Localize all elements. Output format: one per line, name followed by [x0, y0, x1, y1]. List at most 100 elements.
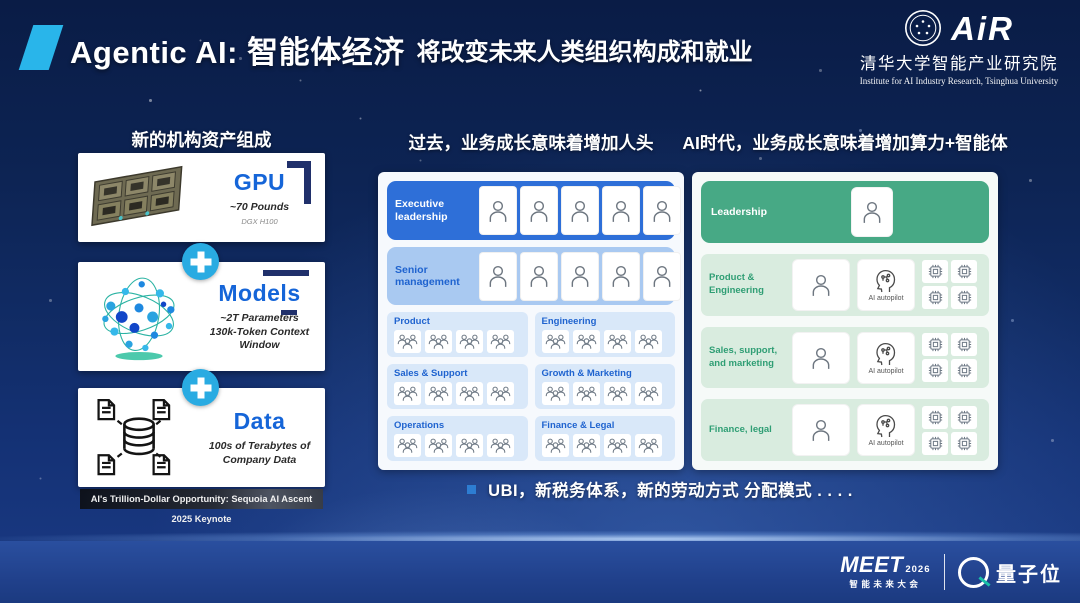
ai-autopilot-label: AI autopilot: [868, 294, 904, 302]
dept-finance-legal: Finance & Legal: [534, 416, 675, 461]
team-card: [456, 330, 483, 353]
meet-logo: MEET 2026 智能未来大会: [840, 554, 930, 590]
ai-row-sales-support-marketing: Sales, support, and marketing AI autopil…: [701, 326, 989, 389]
plus-icon: [182, 369, 219, 406]
chip-icon: [957, 436, 971, 450]
person-card: [602, 251, 640, 301]
data-sub: 100s of Terabytes of Company Data: [200, 440, 319, 467]
team-icon: [638, 386, 658, 401]
person-icon: [489, 266, 507, 288]
row-label: Senior management: [395, 263, 460, 289]
title-main: Agentic AI: 智能体经济: [70, 35, 405, 70]
meet-logo-subtitle: 智能未来大会: [849, 579, 922, 589]
team-icon: [607, 386, 627, 401]
dept-label: Sales & Support: [394, 368, 468, 379]
page-title: Agentic AI: 智能体经济 将改变未来人类组织构成和就业: [70, 27, 753, 72]
gpu-sub1: ~70 Pounds: [229, 201, 290, 214]
team-icon: [576, 438, 596, 453]
source-caption: AI's Trillion-Dollar Opportunity: Sequoi…: [80, 489, 323, 524]
person-icon: [571, 200, 589, 222]
meet-logo-text: MEET: [840, 552, 904, 577]
takeaway-text: UBI，新税务体系，新的劳动方式 分配模式 . . . .: [488, 482, 853, 500]
dept-label: Engineering: [541, 316, 597, 327]
ai-autopilot-label: AI autopilot: [868, 440, 904, 448]
team-icon: [490, 386, 511, 401]
team-icon: [428, 386, 449, 401]
person-card-group: [479, 251, 681, 301]
plus-icon: [182, 243, 219, 280]
person-card-group: [479, 186, 681, 236]
title-sub: 将改变未来人类组织构成和就业: [416, 39, 753, 66]
row-label: Sales, support, and marketing: [709, 345, 778, 369]
team-card-group: [541, 330, 669, 353]
team-card-group: [394, 330, 521, 353]
branding-org-en: Institute for AI Industry Research, Tsin…: [859, 76, 1059, 86]
team-card-group: [394, 434, 521, 457]
team-card-group: [394, 382, 521, 405]
team-icon: [428, 438, 449, 453]
ai-autopilot-label: AI autopilot: [868, 367, 904, 375]
footer-divider: [943, 554, 945, 590]
models-text-block: Models ~2T Parameters 130k-Token Context…: [200, 270, 325, 353]
gpu-label: GPU: [233, 169, 286, 196]
data-text-block: Data 100s of Terabytes of Company Data: [200, 408, 325, 467]
team-icon: [397, 334, 418, 349]
team-card: [603, 434, 631, 457]
dept-label: Operations: [394, 420, 445, 431]
chip-icon: [957, 291, 971, 305]
team-card: [487, 382, 514, 405]
team-icon: [428, 334, 449, 349]
row-label: Product & Engineering: [709, 272, 764, 296]
person-card: [561, 186, 599, 236]
team-card: [541, 382, 569, 405]
asset-card-gpu: GPU ~70 Pounds DGX H100: [78, 153, 325, 242]
data-sub2: Company Data: [222, 453, 297, 466]
team-icon: [459, 438, 480, 453]
person-card: [479, 186, 517, 236]
team-card: [572, 330, 600, 353]
models-sub2: 130k-Token Context Window: [209, 325, 310, 352]
gpu-text-block: GPU ~70 Pounds DGX H100: [200, 161, 325, 226]
chip-icon: [928, 363, 942, 378]
air-logo: AiR: [951, 9, 1014, 47]
models-sub: ~2T Parameters 130k-Token Context Window: [200, 312, 319, 353]
chip-card: [922, 333, 948, 356]
dept-sales-support: Sales & Support: [387, 364, 528, 409]
qbitai-logo-text: 量子位: [996, 563, 1062, 586]
qbitai-q-icon: [958, 556, 991, 588]
ai-row-product-engineering: Product & Engineering AI autopilot: [701, 254, 989, 316]
person-icon: [812, 347, 830, 369]
bullet-icon: [467, 484, 477, 494]
team-card: [487, 434, 514, 457]
chip-icon: [928, 410, 942, 424]
person-icon: [653, 266, 671, 288]
team-card: [456, 434, 483, 457]
starfield-decor: [0, 0, 1, 1]
team-icon: [576, 334, 596, 349]
person-icon: [612, 266, 630, 288]
chip-card: [951, 333, 977, 356]
assets-panel-header: 新的机构资产组成: [131, 130, 272, 150]
chip-icon: [957, 410, 971, 424]
asset-card-models: Models ~2T Parameters 130k-Token Context…: [78, 262, 325, 371]
person-icon: [812, 420, 830, 442]
ai-autopilot-card: AI autopilot: [857, 404, 915, 457]
gpu-sub2: DGX H100: [241, 216, 278, 226]
person-icon: [530, 200, 548, 222]
chip-grid: [922, 260, 977, 310]
person-card: [520, 251, 558, 301]
team-icon: [490, 334, 511, 349]
team-card: [603, 330, 631, 353]
executive-leadership-row: Executive leadership: [387, 181, 681, 241]
dept-label: Growth & Marketing: [541, 368, 632, 379]
department-grid: Product: [387, 312, 675, 461]
person-icon: [653, 200, 671, 222]
tsinghua-air-branding: AiR 清华大学智能产业研究院 Institute for AI Industr…: [848, 9, 1070, 86]
team-icon: [459, 386, 480, 401]
person-card: [851, 187, 893, 237]
qbitai-logo: 量子位: [958, 556, 1062, 588]
team-card: [394, 382, 421, 405]
team-card: [634, 382, 662, 405]
chip-icon: [928, 291, 942, 305]
